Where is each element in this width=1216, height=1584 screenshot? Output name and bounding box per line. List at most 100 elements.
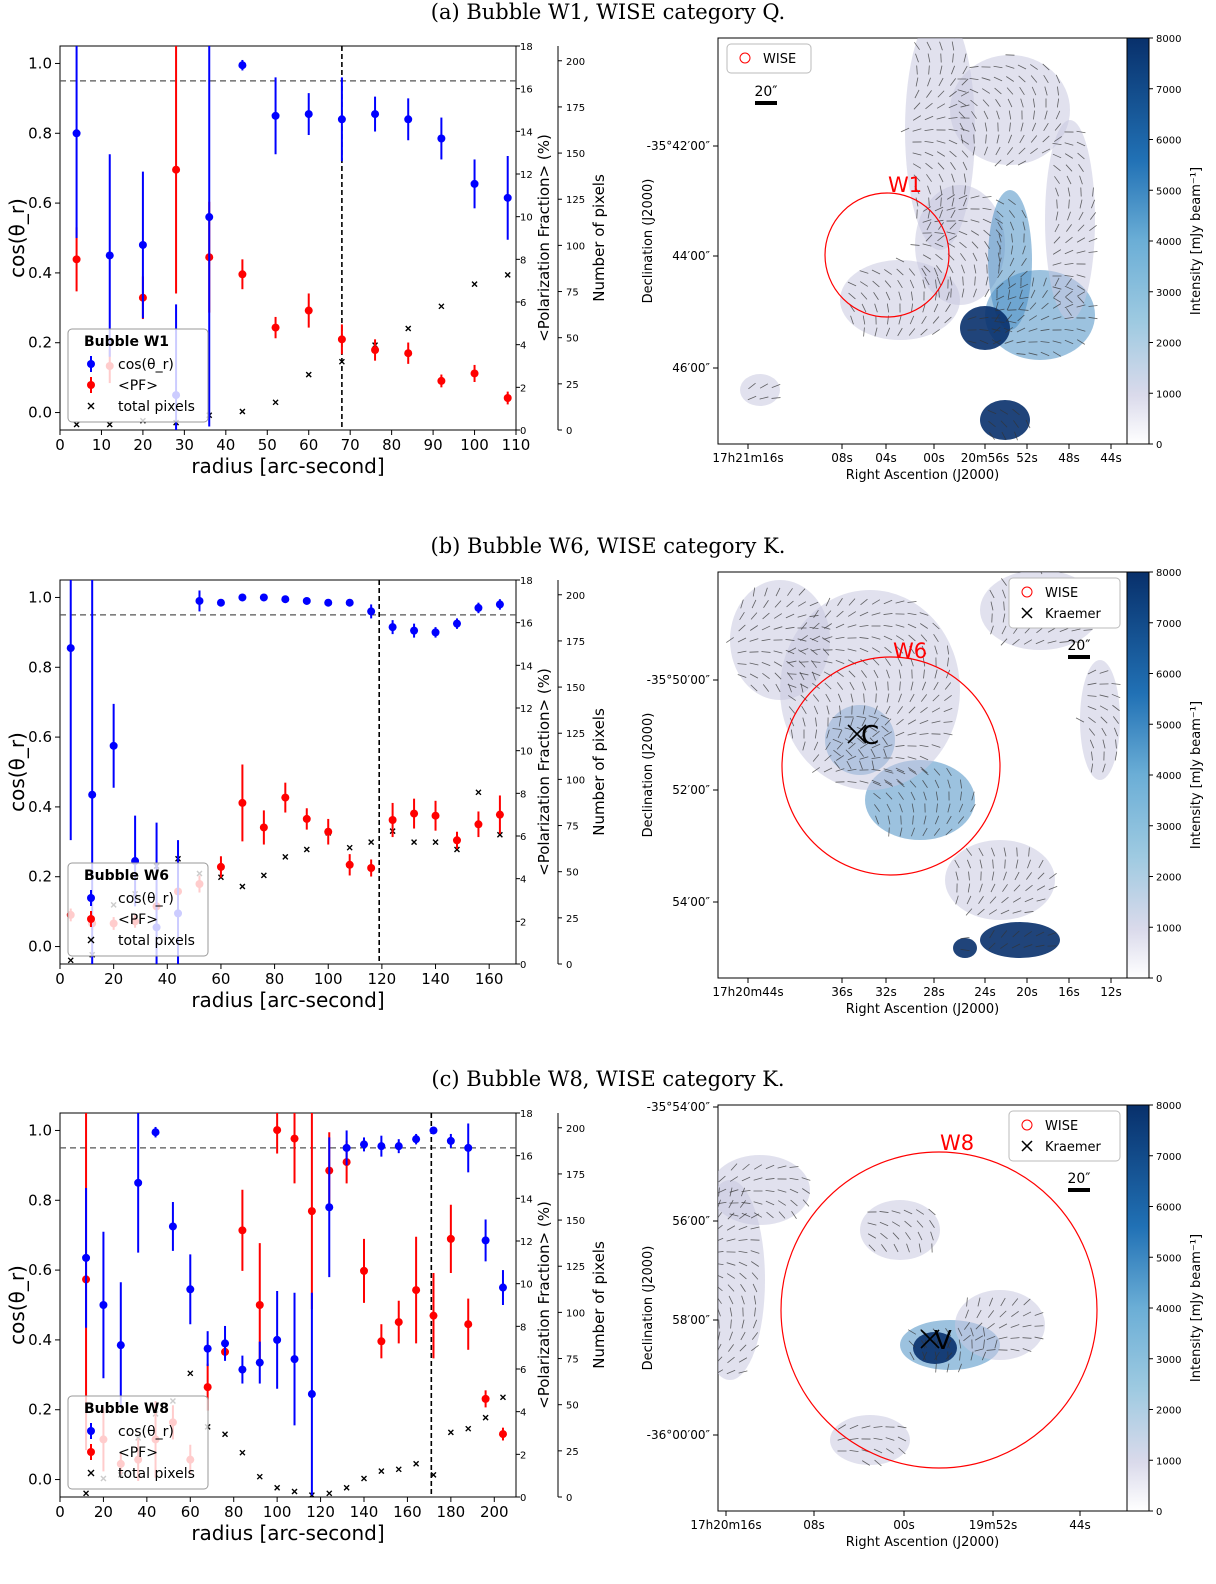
emission-region — [1045, 120, 1095, 320]
polarization-vector — [704, 1297, 710, 1304]
ra-tick-label: 44s — [1100, 451, 1122, 465]
ra-tick-label: 44s — [1069, 1518, 1091, 1532]
colorbar-tick-label: 0 — [1156, 974, 1162, 985]
bubble-label: W1 — [888, 173, 922, 197]
ra-axis-label: Right Ascention (J2000) — [846, 468, 1000, 483]
dec-axis-label: Declination (J2000) — [641, 1246, 656, 1371]
dec-tick-label: -35°54′00″ — [647, 1100, 711, 1114]
polarization-vector — [938, 19, 945, 25]
dec-tick-label: 46′00″ — [672, 361, 710, 375]
ra-tick-label: 12s — [1100, 985, 1122, 999]
emission-region — [945, 840, 1055, 920]
polarization-vector — [800, 662, 809, 663]
polarization-vector — [703, 1286, 711, 1291]
polarization-vector — [951, 30, 955, 38]
dec-tick-label: -35°50′00″ — [647, 673, 711, 687]
polarization-vector — [703, 1238, 711, 1243]
ra-axis-label: Right Ascention (J2000) — [846, 1002, 1000, 1017]
ra-tick-label: 17h20m16s — [690, 1518, 761, 1532]
polarization-vector — [707, 1332, 708, 1341]
ra-tick-label: 20m56s — [961, 451, 1009, 465]
ra-tick-label: 36s — [831, 985, 853, 999]
source-label: V — [934, 1326, 952, 1356]
colorbar-tick-label: 4000 — [1156, 1304, 1181, 1315]
ra-axis-label: Right Ascention (J2000) — [846, 1535, 1000, 1550]
polarization-vector — [926, 31, 932, 38]
polarization-map-w1: W120″WISE-35°42′00″44′00″46′00″17h21m16s… — [0, 0, 1216, 517]
source-label: C — [861, 721, 879, 751]
emission-region — [950, 55, 1070, 165]
bubble-label: W6 — [893, 639, 927, 663]
ra-tick-label: 19m52s — [969, 1518, 1017, 1532]
emission-region — [980, 400, 1030, 440]
polarization-vector — [1017, 848, 1018, 857]
map-legend-label: WISE — [763, 52, 796, 67]
emission-region — [830, 1415, 910, 1465]
scale-bar-label: 20″ — [1067, 638, 1090, 654]
polarization-vector — [925, 20, 933, 25]
dec-tick-label: 54′00″ — [672, 895, 710, 909]
colorbar-label: Intensity [mJy beam⁻¹] — [1189, 701, 1204, 849]
ra-tick-label: 08s — [803, 1518, 825, 1532]
colorbar-tick-label: 1000 — [1156, 923, 1181, 934]
dec-tick-label: 58′00″ — [672, 1313, 710, 1327]
colorbar-tick-label: 4000 — [1156, 771, 1181, 782]
dec-tick-label: -36°00′00″ — [647, 1428, 711, 1442]
scale-bar-label: 20″ — [754, 84, 777, 100]
polarization-vector — [876, 694, 877, 703]
map-legend-label: Kraemer — [1045, 1140, 1101, 1155]
scale-bar-label: 20″ — [1067, 1171, 1090, 1187]
emission-region — [980, 922, 1060, 958]
ra-tick-label: 16s — [1058, 985, 1080, 999]
map-legend-label: WISE — [1045, 586, 1078, 601]
colorbar-tick-label: 2000 — [1156, 1406, 1181, 1417]
colorbar-tick-label: 6000 — [1156, 136, 1181, 147]
polarization-vector — [703, 1275, 712, 1277]
emission-region — [1080, 660, 1120, 780]
colorbar — [1127, 1105, 1149, 1511]
ra-tick-label: 04s — [875, 451, 897, 465]
ra-tick-label: 48s — [1058, 451, 1080, 465]
colorbar-tick-label: 4000 — [1156, 237, 1181, 248]
colorbar-tick-label: 2000 — [1156, 873, 1181, 884]
colorbar-tick-label: 6000 — [1156, 670, 1181, 681]
map-legend-label: WISE — [1045, 1119, 1078, 1134]
colorbar-label: Intensity [mJy beam⁻¹] — [1189, 167, 1204, 315]
dec-axis-label: Declination (J2000) — [641, 713, 656, 838]
ra-tick-label: 00s — [923, 451, 945, 465]
ra-tick-label: 17h20m44s — [712, 985, 783, 999]
bubble-label: W8 — [940, 1131, 974, 1155]
colorbar-tick-label: 1000 — [1156, 1456, 1181, 1467]
colorbar-tick-label: 0 — [1156, 440, 1162, 451]
dec-tick-label: 52′00″ — [672, 783, 710, 797]
ra-tick-label: 28s — [923, 985, 945, 999]
map-legend-label: Kraemer — [1045, 607, 1101, 622]
polarization-map-w6: W6 C 20″ WISE Kraemer -35°50′00″ 52′00″ 54′00″ 1… — [0, 534, 1216, 1051]
colorbar — [1127, 572, 1149, 978]
dec-tick-label: -35°42′00″ — [647, 139, 711, 153]
emission-region — [860, 1200, 940, 1260]
colorbar-tick-label: 0 — [1156, 1507, 1162, 1518]
emission-region — [780, 590, 960, 790]
colorbar-tick-label: 3000 — [1156, 288, 1181, 299]
colorbar-label: Intensity [mJy beam⁻¹] — [1189, 1234, 1204, 1382]
colorbar-tick-label: 8000 — [1156, 34, 1181, 45]
colorbar-tick-label: 3000 — [1156, 822, 1181, 833]
ra-tick-label: 52s — [1016, 451, 1038, 465]
ra-tick-label: 08s — [831, 451, 853, 465]
colorbar — [1127, 38, 1149, 444]
colorbar-tick-label: 7000 — [1156, 1152, 1181, 1163]
dec-tick-label: 56′00″ — [672, 1214, 710, 1228]
colorbar-tick-label: 8000 — [1156, 1101, 1181, 1112]
colorbar-tick-label: 3000 — [1156, 1355, 1181, 1366]
ra-tick-label: 00s — [893, 1518, 915, 1532]
polarization-map-w8: W8 V 20″ WISE Kraemer -35°54′00″ 56′00″ 58′00″ -… — [0, 1067, 1216, 1584]
colorbar-tick-label: 6000 — [1156, 1203, 1181, 1214]
dec-axis-label: Declination (J2000) — [641, 179, 656, 304]
polarization-vector — [901, 816, 902, 825]
polarization-vector — [719, 1320, 720, 1329]
emission-region — [960, 306, 1010, 350]
